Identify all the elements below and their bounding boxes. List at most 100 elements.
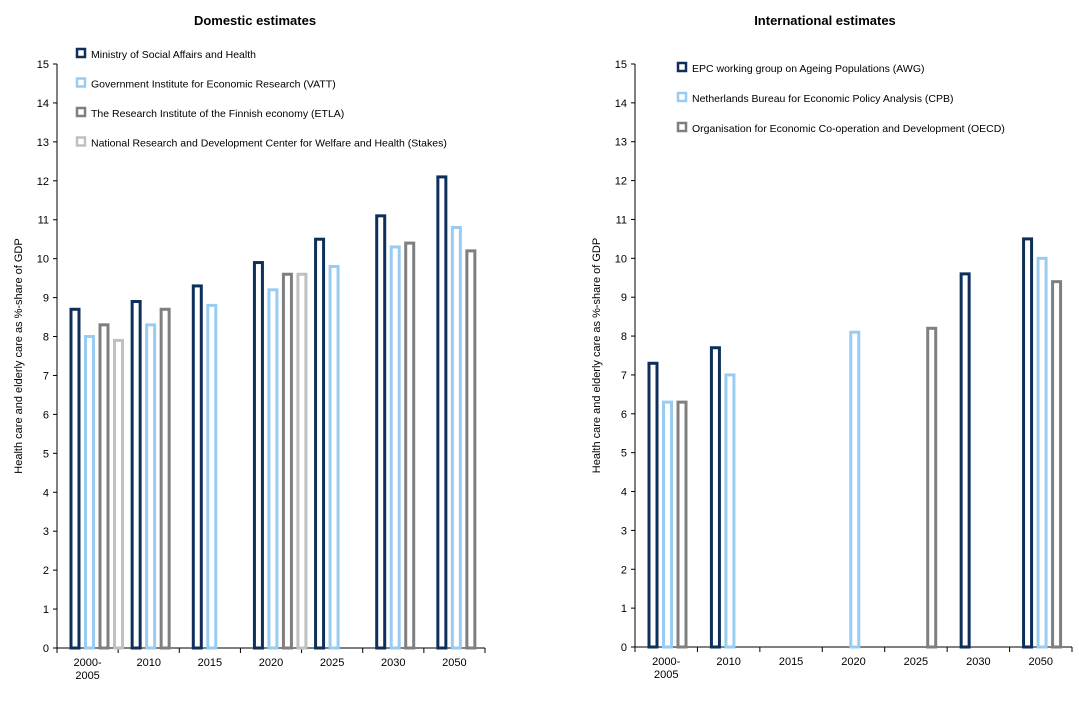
y-tick-label: 13	[615, 137, 627, 149]
y-tick-label: 10	[37, 254, 49, 266]
bar	[145, 323, 157, 650]
legend-swatch	[75, 77, 87, 88]
bar	[1022, 237, 1034, 649]
y-axis-label: Health care and elderly care as %-share …	[591, 238, 603, 473]
bar	[849, 330, 861, 649]
bar	[389, 245, 401, 650]
y-tick-label: 0	[621, 642, 627, 654]
legend-label: Ministry of Social Affairs and Health	[91, 49, 256, 61]
x-tick-label: 2000-2005	[652, 656, 680, 681]
x-tick-label: 2015	[779, 656, 803, 668]
bar	[436, 175, 448, 650]
bar	[206, 303, 218, 650]
y-tick-label: 15	[615, 59, 627, 71]
y-tick-label: 6	[621, 409, 627, 421]
x-tick-label: 2030	[381, 657, 405, 669]
bar	[130, 299, 142, 650]
y-tick-label: 11	[38, 215, 49, 227]
y-tick-label: 12	[615, 176, 627, 188]
y-tick-label: 7	[621, 370, 627, 382]
bar	[69, 307, 81, 650]
x-tick-label: 2030	[966, 656, 990, 668]
y-tick-label: 0	[43, 643, 49, 655]
bar	[267, 288, 279, 650]
y-tick-label: 11	[616, 214, 627, 226]
legend-swatch	[676, 61, 688, 73]
chart-title: Domestic estimates	[194, 13, 316, 28]
bar	[404, 241, 416, 650]
y-tick-label: 10	[615, 253, 627, 265]
bar	[84, 335, 95, 650]
x-tick-label: 2010	[136, 657, 160, 669]
y-tick-label: 4	[43, 487, 49, 499]
y-tick-label: 5	[43, 448, 49, 460]
legend-swatch	[676, 91, 688, 103]
bar	[375, 214, 387, 650]
y-tick-label: 2	[621, 564, 627, 576]
legend-label: EPC working group on Ageing Populations …	[692, 63, 924, 75]
legend-label: National Research and Development Center…	[91, 138, 447, 150]
bar	[191, 284, 203, 650]
legend-swatch	[75, 106, 87, 118]
y-tick-label: 9	[43, 293, 49, 305]
bar	[724, 373, 736, 649]
bar	[113, 338, 124, 650]
bar	[98, 323, 110, 650]
legend-swatch	[75, 136, 87, 147]
bar	[296, 272, 308, 650]
y-tick-label: 12	[37, 176, 49, 188]
y-tick-label: 1	[43, 604, 49, 616]
bar	[662, 400, 673, 649]
y-tick-label: 3	[43, 526, 49, 538]
x-tick-label: 2025	[320, 657, 344, 669]
legend-label: Organisation for Economic Co-operation a…	[692, 123, 1005, 135]
y-tick-label: 13	[37, 137, 49, 149]
y-tick-label: 9	[621, 292, 627, 304]
x-tick-label: 2020	[259, 657, 283, 669]
y-tick-label: 7	[43, 370, 49, 382]
bar	[959, 272, 971, 649]
bar	[676, 400, 688, 649]
legend-label: Government Institute for Economic Resear…	[91, 79, 336, 91]
x-tick-label: 2020	[841, 656, 865, 668]
bar	[647, 361, 659, 649]
y-tick-label: 1	[621, 603, 627, 615]
chart-1: Domestic estimates Health care and elderl…	[13, 13, 486, 682]
legend-swatch	[75, 47, 87, 59]
x-tick-label: 2010	[716, 656, 740, 668]
legend-label: The Research Institute of the Finnish ec…	[91, 108, 344, 120]
y-tick-label: 2	[43, 565, 49, 577]
bar	[159, 307, 171, 650]
y-tick-label: 6	[43, 409, 49, 421]
y-tick-label: 15	[37, 59, 49, 71]
bar	[1036, 256, 1048, 649]
y-tick-label: 8	[621, 331, 627, 343]
legend-swatch	[676, 121, 688, 133]
x-tick-label: 2000-2005	[74, 657, 102, 682]
x-tick-label: 2025	[904, 656, 928, 668]
bar	[1051, 280, 1063, 649]
bar	[465, 249, 477, 650]
bar	[709, 346, 721, 649]
bar	[281, 272, 293, 650]
bar	[328, 264, 340, 650]
y-tick-label: 4	[621, 487, 627, 499]
y-tick-label: 14	[615, 98, 627, 110]
chart-title: International estimates	[754, 13, 896, 28]
y-tick-label: 8	[43, 332, 49, 344]
y-tick-label: 3	[621, 525, 627, 537]
y-axis-label: Health care and elderly care as %-share …	[13, 238, 25, 473]
y-tick-label: 5	[621, 448, 627, 460]
x-tick-label: 2050	[1029, 656, 1053, 668]
bar	[314, 237, 326, 650]
x-tick-label: 2015	[198, 657, 222, 669]
y-tick-label: 14	[37, 98, 49, 110]
legend-label: Netherlands Bureau for Economic Policy A…	[692, 93, 953, 105]
chart-2: International estimates Health care and e…	[591, 13, 1073, 681]
x-tick-label: 2050	[442, 657, 466, 669]
bar	[252, 261, 264, 650]
bar	[926, 326, 938, 649]
bar	[450, 226, 462, 650]
